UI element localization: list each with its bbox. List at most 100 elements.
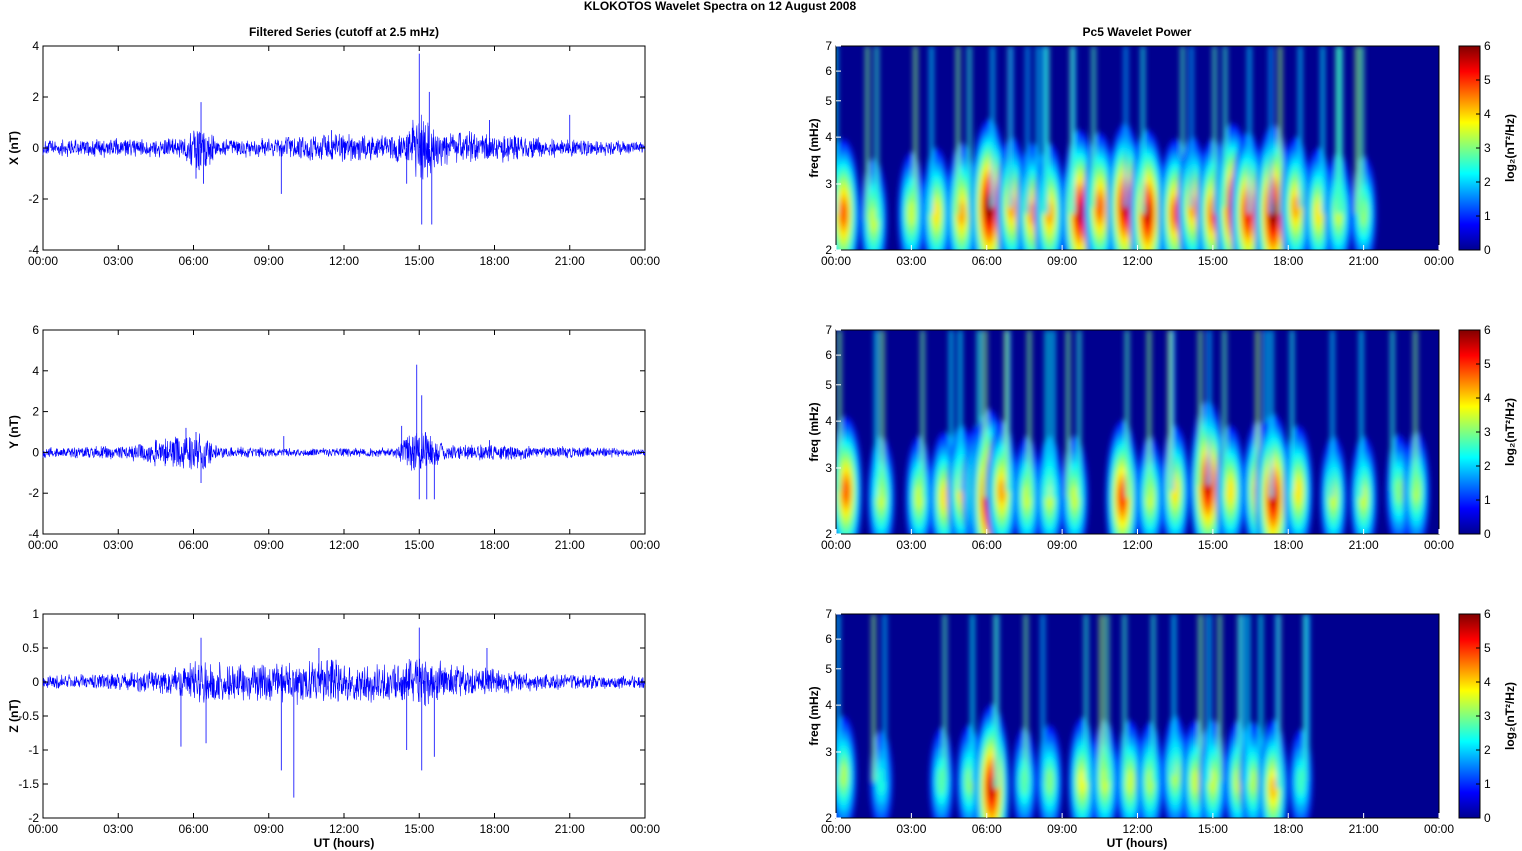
- series-panel-3: 00:00 03:00 06:00 09:00 12:00 15:00 18:00 21:00…: [7, 607, 660, 836]
- power-blob-23: [1403, 330, 1430, 534]
- y-tick-label: 7: [825, 607, 832, 621]
- power-blob-18: [1289, 614, 1313, 818]
- y-tick-label: 6: [825, 348, 832, 362]
- power-blob-18: [1255, 330, 1292, 534]
- power-blob-21: [1350, 330, 1378, 534]
- colorbar-tick-label: 6: [1484, 607, 1491, 621]
- x-tick-label: 15:00: [404, 822, 434, 836]
- y-tick-label: 0.5: [22, 641, 39, 655]
- x-tick-label: 00:00: [821, 254, 851, 268]
- power-blob-13: [1181, 614, 1209, 818]
- y-tick-label: 2: [825, 243, 832, 257]
- x-tick-label: 00:00: [28, 822, 58, 836]
- x-tick-label: 21:00: [1349, 822, 1379, 836]
- x-tick-label: 06:00: [972, 254, 1002, 268]
- x-tick-label: 18:00: [479, 538, 509, 552]
- y-tick-label: -2: [28, 811, 39, 825]
- figure-title: KLOKOTOS Wavelet Spectra on 12 August 20…: [584, 0, 857, 13]
- power-blob-19: [1254, 46, 1292, 250]
- y-tick-label: -1.5: [18, 777, 39, 791]
- x-tick-label: 18:00: [1273, 254, 1303, 268]
- x-tick-label: 09:00: [1047, 254, 1077, 268]
- colorbar-tick-label: 6: [1484, 323, 1491, 337]
- power-blob-11: [1083, 46, 1116, 250]
- x-tick-label: 00:00: [821, 538, 851, 552]
- y-tick-label: -0.5: [18, 709, 39, 723]
- y-axis-label: freq (mHz): [807, 686, 821, 745]
- power-blob-1: [836, 46, 860, 250]
- x-tick-label: 18:00: [1273, 538, 1303, 552]
- x-tick-label: 15:00: [404, 254, 434, 268]
- y-tick-label: -4: [28, 243, 39, 257]
- power-blob-9: [1034, 46, 1065, 250]
- y-axis-label: Y (nT): [7, 415, 21, 449]
- colorbar: 0 1 2 3 4 5 6 log₂(nT²/Hz): [1458, 323, 1517, 541]
- plot-area: [42, 329, 646, 535]
- x-tick-label: 06:00: [178, 822, 208, 836]
- wavelet-panel-2: 00:00 03:00 06:00 09:00 12:00 15:00 18:00 21:00…: [807, 323, 1517, 552]
- power-blob-2: [860, 46, 888, 250]
- y-tick-label: 4: [32, 364, 39, 378]
- colorbar-tick-label: 1: [1484, 493, 1491, 507]
- power-blob-5: [973, 614, 1010, 818]
- y-tick-label: 6: [825, 64, 832, 78]
- colorbar-tick-label: 0: [1484, 527, 1491, 541]
- x-tick-label: 09:00: [254, 538, 284, 552]
- colorbar-label: log₂(nT²/Hz): [1503, 114, 1517, 182]
- x-tick-label: 00:00: [1424, 538, 1454, 552]
- power-blob-5: [946, 46, 977, 250]
- x-tick-label: 18:00: [479, 254, 509, 268]
- x-tick-label: 09:00: [254, 254, 284, 268]
- x-tick-label: 12:00: [329, 822, 359, 836]
- x-tick-label: 03:00: [896, 538, 926, 552]
- y-tick-label: 6: [825, 632, 832, 646]
- colorbar-tick-label: 3: [1484, 141, 1491, 155]
- x-tick-label: 21:00: [1349, 254, 1379, 268]
- series-line: [42, 431, 646, 471]
- x-tick-label: 09:00: [254, 822, 284, 836]
- left-column-title: Filtered Series (cutoff at 2.5 mHz): [249, 25, 439, 39]
- y-tick-label: 5: [825, 662, 832, 676]
- series-line: [42, 114, 646, 180]
- power-blob-14: [1199, 614, 1227, 818]
- y-tick-label: 2: [825, 811, 832, 825]
- y-tick-label: 5: [825, 378, 832, 392]
- x-tick-label: 00:00: [630, 822, 660, 836]
- x-tick-label: 00:00: [28, 254, 58, 268]
- power-blob-13: [1136, 330, 1164, 534]
- y-tick-label: 2: [825, 527, 832, 541]
- y-axis-label: Z (nT): [7, 699, 21, 732]
- colorbar-tick-label: 3: [1484, 709, 1491, 723]
- y-axis-label: freq (mHz): [807, 402, 821, 461]
- x-tick-label: 00:00: [28, 538, 58, 552]
- y-tick-label: -1: [28, 743, 39, 757]
- power-blob-2: [867, 330, 895, 534]
- y-tick-label: -2: [28, 486, 39, 500]
- y-axis-label: freq (mHz): [807, 118, 821, 177]
- x-tick-label: 03:00: [103, 822, 133, 836]
- x-tick-label: 12:00: [1122, 822, 1152, 836]
- x-tick-label: 15:00: [1198, 538, 1228, 552]
- power-blob-3: [905, 330, 933, 534]
- y-tick-label: 3: [825, 177, 832, 191]
- x-tick-label: 12:00: [329, 254, 359, 268]
- x-tick-label: 03:00: [896, 254, 926, 268]
- x-tick-label: 12:00: [1122, 538, 1152, 552]
- power-blob-9: [1091, 614, 1119, 818]
- power-blob-13: [1129, 46, 1166, 250]
- power-blob-23: [1350, 46, 1377, 250]
- y-tick-label: 2: [32, 405, 39, 419]
- x-tick-label: 12:00: [1122, 254, 1152, 268]
- x-tick-label: 21:00: [555, 538, 585, 552]
- power-blob-9: [1013, 330, 1041, 534]
- x-tick-label: 00:00: [1424, 822, 1454, 836]
- wavelet-panel-3: 00:00 03:00 06:00 09:00 12:00 15:00 18:00 21:00…: [807, 607, 1517, 836]
- x-tick-label: 15:00: [1198, 822, 1228, 836]
- x-tick-label: 06:00: [178, 254, 208, 268]
- power-blob-18: [1230, 46, 1266, 250]
- power-blob-3: [929, 614, 954, 818]
- colorbar-tick-label: 5: [1484, 357, 1491, 371]
- series-line: [42, 658, 646, 707]
- power-blob-11: [1061, 330, 1089, 534]
